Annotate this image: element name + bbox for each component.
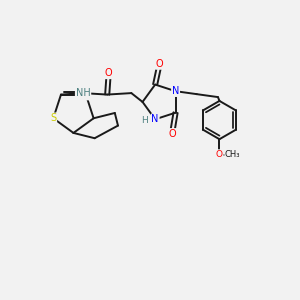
Text: H: H [142,116,148,125]
Text: N: N [172,86,179,96]
Text: O: O [168,129,176,139]
Text: O: O [156,59,164,69]
Text: S: S [50,113,56,123]
Text: O: O [216,150,223,159]
Text: CH₃: CH₃ [225,150,240,159]
Text: N: N [152,114,159,124]
Text: O: O [105,68,112,78]
Text: NH: NH [76,88,90,98]
Text: N: N [82,90,90,100]
